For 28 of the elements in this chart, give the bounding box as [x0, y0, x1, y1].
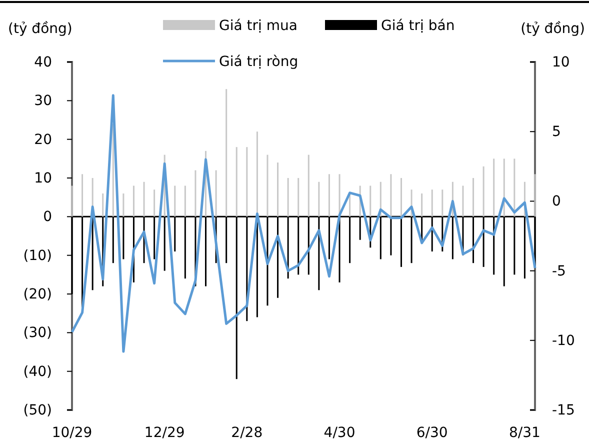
y-tick-label: (10) [23, 248, 52, 264]
y-tick-label: 10 [34, 170, 52, 186]
y-tick-label: (40) [23, 364, 52, 380]
legend-label: Giá trị mua [219, 18, 298, 34]
y-tick-label: 30 [34, 93, 52, 110]
y-tick-label: 0 [43, 209, 52, 226]
x-tick-label: 6/30 [416, 425, 448, 441]
y2-axis-title: (tỷ đồng) [520, 21, 585, 37]
y-tick-label: (20) [23, 286, 52, 302]
x-tick-label: 4/30 [324, 425, 356, 441]
y-tick-label: 40 [34, 54, 52, 70]
y2-tick-label: -15 [552, 402, 575, 418]
legend-label: Giá trị ròng [219, 54, 298, 70]
x-tick-label: 2/28 [231, 425, 263, 441]
line-series [70, 94, 536, 353]
y-tick-label: (50) [23, 402, 52, 418]
x-tick-label: 8/31 [508, 425, 540, 441]
y-tick-label: (30) [23, 325, 52, 342]
x-tick-label: 10/29 [52, 425, 92, 441]
y-tick-label: 20 [34, 132, 52, 148]
legend-label: Giá trị bán [381, 18, 455, 34]
y-axis-title: (tỷ đồng) [8, 21, 72, 37]
y2-tick-label: 10 [552, 54, 570, 70]
x-tick-label: 12/29 [144, 425, 185, 441]
y2-tick-label: 5 [552, 124, 561, 140]
y2-tick-label: -10 [552, 332, 575, 349]
y2-tick-label: -5 [552, 263, 566, 280]
y2-tick-label: 0 [552, 194, 561, 210]
